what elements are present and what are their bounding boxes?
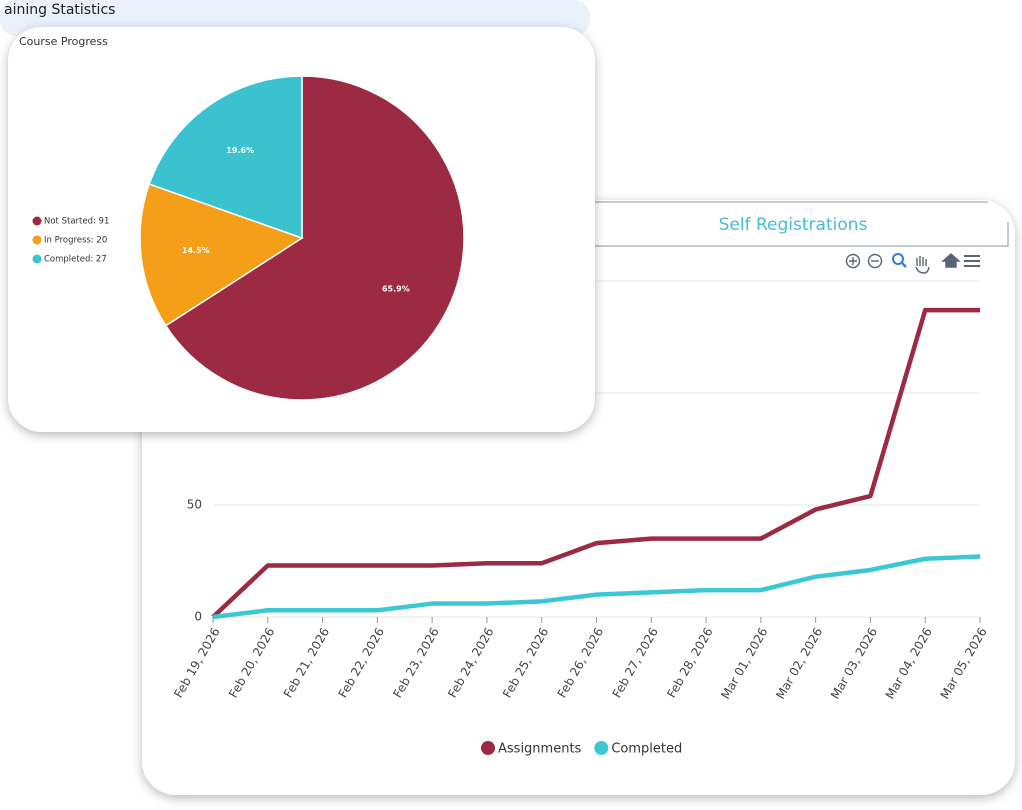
- menu[interactable]: [964, 255, 980, 267]
- pie-slice: [148, 75, 303, 240]
- legend-label: Assignments: [498, 742, 582, 757]
- home[interactable]: [941, 253, 961, 268]
- legend-label: Not Started: 91: [44, 217, 109, 227]
- data-label: 19.6%: [226, 146, 254, 155]
- zoom-out[interactable]: [867, 253, 883, 269]
- zoom-in[interactable]: [845, 253, 861, 269]
- legend-marker: [32, 235, 42, 245]
- header-title: aining Statistics: [4, 2, 115, 18]
- legend-marker: [32, 216, 42, 226]
- legend-marker: [481, 741, 495, 755]
- y-tick-label: 50: [187, 498, 202, 512]
- line-series: [212, 554, 981, 620]
- toolbar[interactable]: [845, 253, 981, 274]
- legend-label: Completed: [611, 742, 682, 757]
- legend-marker: [594, 741, 609, 755]
- zoom[interactable]: [892, 253, 904, 265]
- pan[interactable]: [915, 256, 930, 274]
- pie-slice: [139, 183, 304, 327]
- legend-label: Completed: 27: [44, 255, 107, 265]
- y-tick-label: 0: [194, 610, 202, 624]
- chart-title: Course Progress: [19, 35, 108, 48]
- pie-slice: [164, 75, 465, 401]
- pie-card: aining Statistics Course Progress 65.9% N…: [0, 0, 595, 432]
- legend-label: In Progress: 20: [44, 236, 107, 246]
- title-frame: [595, 201, 1009, 247]
- line-series: [211, 307, 980, 619]
- data-label: 65.9%: [382, 285, 410, 294]
- data-label: 14.5%: [182, 246, 210, 255]
- chart-title: Self Registrations: [719, 215, 868, 235]
- legend-marker: [32, 254, 42, 264]
